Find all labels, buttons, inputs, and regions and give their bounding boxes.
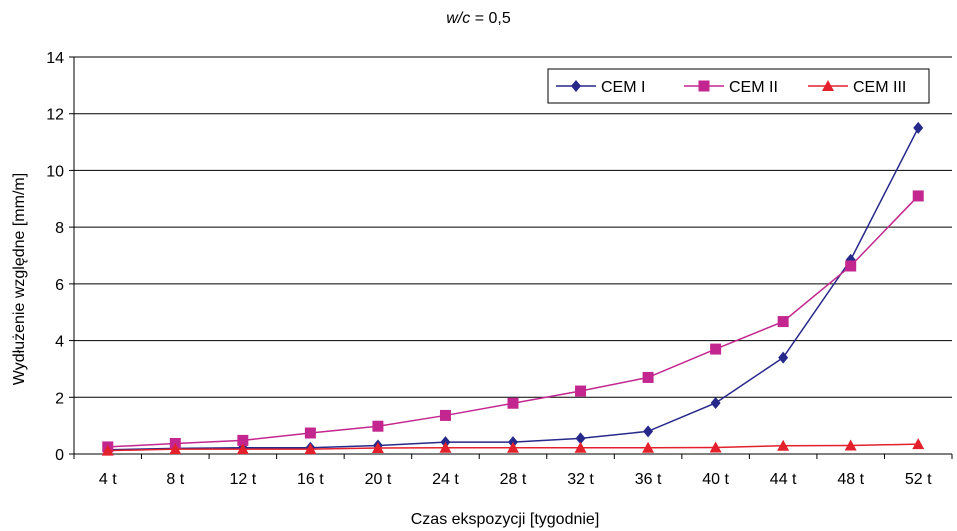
data-point-cem-ii <box>439 409 451 421</box>
legend-label-cem-ii: CEM II <box>729 79 778 96</box>
data-point-cem-iii <box>844 439 857 451</box>
x-tick-label: 48 t <box>837 471 864 488</box>
y-tick-label: 2 <box>55 390 64 407</box>
y-tick-labels: 0 2 4 6 8 10 12 14 <box>46 50 64 464</box>
series-cem-iii <box>101 438 925 456</box>
series-cem-ii <box>102 190 924 453</box>
x-tick-labels: 4 t 8 t 12 t 16 t 20 t 24 t 28 t 32 t 36 t 40 t 44… <box>99 471 932 488</box>
data-point-cem-iii <box>574 441 587 453</box>
data-point-cem-i <box>643 425 654 438</box>
data-point-cem-i <box>710 396 721 409</box>
legend-marker-cem-i <box>571 80 581 92</box>
x-tick-label: 4 t <box>99 471 117 488</box>
legend-marker-cem-ii <box>698 80 710 92</box>
x-tick-label: 44 t <box>770 471 797 488</box>
data-point-cem-iii <box>304 443 317 455</box>
data-point-cem-ii <box>237 434 249 446</box>
legend-marker-cem-iii <box>822 80 834 91</box>
legend-item-cem-i: CEM I <box>556 79 645 96</box>
x-tick-label: 12 t <box>230 471 257 488</box>
data-point-cem-iii <box>236 443 249 455</box>
y-tick-label: 10 <box>46 163 64 180</box>
data-point-cem-i <box>913 121 924 134</box>
data-point-cem-ii <box>507 397 519 409</box>
x-tick-label: 52 t <box>905 471 932 488</box>
y-tick-label: 0 <box>55 447 64 464</box>
data-point-cem-iii <box>371 442 384 454</box>
series-line-cem-ii <box>107 195 919 448</box>
data-point-cem-ii <box>304 427 316 439</box>
data-point-cem-ii <box>642 371 654 383</box>
data-point-cem-i <box>575 432 586 445</box>
data-point-cem-ii <box>710 343 722 355</box>
x-tick-label: 24 t <box>432 471 459 488</box>
y-tick-label: 12 <box>46 107 64 124</box>
data-point-cem-iii <box>709 441 722 453</box>
legend: CEM I CEM II CEM III <box>547 68 930 104</box>
data-point-cem-ii <box>575 385 587 397</box>
data-point-cem-ii <box>777 316 789 328</box>
y-tick-label: 6 <box>55 277 64 294</box>
y-tick-label: 4 <box>55 334 64 351</box>
data-point-cem-ii <box>845 260 857 272</box>
x-tick-label: 32 t <box>567 471 594 488</box>
y-tick-label: 14 <box>46 50 64 67</box>
x-tick-label: 40 t <box>702 471 729 488</box>
x-tick-label: 28 t <box>500 471 527 488</box>
legend-item-cem-iii: CEM III <box>808 79 906 96</box>
chart-title-variable: w/c <box>446 10 471 27</box>
data-point-cem-iii <box>439 441 452 453</box>
x-tick-label: 20 t <box>365 471 392 488</box>
legend-label-cem-i: CEM I <box>601 79 645 96</box>
legend-box <box>547 68 930 104</box>
data-point-cem-iii <box>101 444 114 456</box>
legend-item-cem-ii: CEM II <box>684 79 778 96</box>
y-axis-label: Wydłużenie względne [mm/m] <box>11 173 28 385</box>
data-point-cem-i <box>778 351 789 364</box>
x-axis-label: Czas ekspozycji [tygodnie] <box>411 511 600 528</box>
chart-title-rest: = 0,5 <box>470 10 511 27</box>
data-point-cem-iii <box>912 438 925 450</box>
x-tick-label: 8 t <box>166 471 184 488</box>
data-point-cem-iii <box>777 439 790 451</box>
data-point-cem-iii <box>642 441 655 453</box>
data-point-cem-iii <box>169 443 182 455</box>
data-point-cem-iii <box>507 441 519 453</box>
legend-label-cem-iii: CEM III <box>853 79 906 96</box>
x-tick-label: 16 t <box>297 471 324 488</box>
data-point-cem-ii <box>372 420 384 432</box>
y-tick-label: 8 <box>55 220 64 237</box>
x-tick-label: 36 t <box>635 471 662 488</box>
data-point-cem-ii <box>912 190 924 202</box>
chart-title: w/c = 0,5 <box>0 10 957 28</box>
axes <box>69 56 953 459</box>
data-series <box>101 121 925 456</box>
grid-lines <box>74 56 952 398</box>
